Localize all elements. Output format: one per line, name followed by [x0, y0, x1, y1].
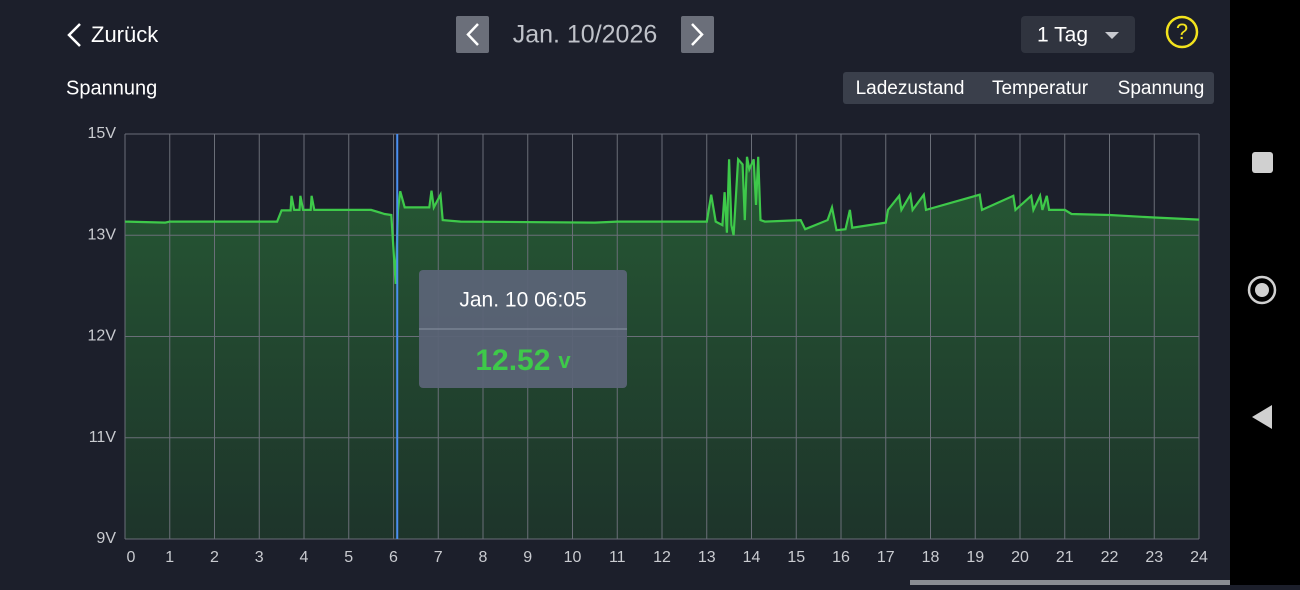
tab[interactable]: Ladezustand [856, 78, 965, 99]
dropdown-caret [1105, 32, 1119, 39]
x-tick-label: 20 [1011, 549, 1029, 566]
tab-label: Ladezustand [856, 78, 965, 99]
x-tick-label: 13 [698, 549, 716, 566]
nav-home-dot [1255, 283, 1269, 297]
prev-day[interactable] [456, 16, 489, 53]
tooltip-number: 12.52 [475, 344, 550, 377]
tab[interactable]: Spannung [1118, 72, 1300, 104]
x-tick-label: 22 [1101, 549, 1119, 566]
x-tick-label: 23 [1145, 549, 1163, 566]
x-tick-label: 24 [1190, 549, 1208, 566]
y-tick-label: 13V [88, 226, 117, 243]
x-tick-label: 5 [344, 549, 353, 566]
back-button[interactable]: Zurück [67, 22, 159, 47]
x-tick-label: 9 [523, 549, 532, 566]
section-title: Spannung [66, 77, 157, 99]
nav-home[interactable] [1247, 275, 1277, 305]
dropdown-box [1021, 16, 1135, 53]
help-circle [1165, 15, 1199, 49]
tab-bar-bg [843, 72, 1214, 104]
x-tick-label: 4 [300, 549, 309, 566]
x-tick-label: 15 [787, 549, 805, 566]
scroll-indicator [910, 580, 1230, 585]
date-label: Jan. 10/2026 [513, 21, 658, 49]
tooltip-unit: v [558, 348, 571, 373]
tooltip-value: 12.52 v [475, 344, 571, 377]
next-button [681, 16, 714, 53]
help-label: ? [1176, 19, 1188, 44]
tab-label: Spannung [1118, 78, 1205, 99]
x-tick-label: 14 [743, 549, 761, 566]
x-tick-label: 21 [1056, 549, 1074, 566]
tab-bar: Ladezustand Temperatur Spannung [843, 72, 1300, 104]
prev-button [456, 16, 489, 53]
tooltip: Jan. 10 06:05 12.52 v [419, 270, 627, 388]
x-tick-label: 11 [609, 549, 626, 566]
x-tick-label: 19 [966, 549, 984, 566]
x-tick-label: 18 [922, 549, 940, 566]
x-tick-label: 0 [127, 549, 136, 566]
back-icon [67, 23, 81, 47]
y-tick-label: 12V [88, 328, 117, 345]
back-label: Zurück [91, 22, 159, 47]
x-tick-label: 1 [165, 549, 174, 566]
range-dropdown[interactable]: 1 Tag [1021, 16, 1135, 53]
y-tick-label: 15V [88, 125, 117, 142]
y-tick-label: 11V [89, 429, 117, 446]
nav-back[interactable] [1252, 405, 1272, 429]
x-tick-label: 7 [434, 549, 443, 566]
x-tick-label: 16 [832, 549, 850, 566]
help-button[interactable]: ? [1165, 15, 1199, 49]
x-tick-label: 3 [255, 549, 264, 566]
range-label: 1 Tag [1037, 24, 1088, 47]
x-tick-label: 12 [653, 549, 671, 566]
next-icon [691, 23, 704, 46]
tab[interactable]: Temperatur [992, 78, 1089, 99]
x-tick-label: 6 [389, 549, 398, 566]
tooltip-time: Jan. 10 06:05 [459, 289, 586, 312]
x-tick-label: 10 [564, 549, 582, 566]
line [124, 156, 1200, 284]
x-tick-label: 2 [210, 549, 219, 566]
y-tick-label: 9V [96, 530, 116, 547]
tab-label: Temperatur [992, 78, 1089, 99]
prev-icon [466, 23, 479, 46]
x-tick-label: 17 [877, 549, 895, 566]
x-tick-label: 8 [479, 549, 488, 566]
nav-recents[interactable] [1252, 152, 1273, 173]
next-day[interactable] [681, 16, 714, 53]
